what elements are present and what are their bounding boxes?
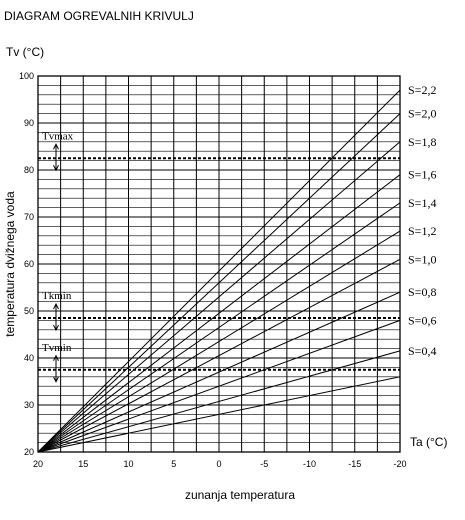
x-tick-label: -20 (393, 459, 406, 469)
series-label: S=0,6 (408, 313, 436, 327)
reference-label: Tkmin (42, 290, 72, 302)
y-tick-label: 50 (24, 306, 34, 316)
y-tick-label: 40 (24, 353, 34, 363)
reference-label: Tvmin (42, 342, 72, 354)
y-tick-label: 70 (24, 212, 34, 222)
series-label: S=1,4 (408, 196, 436, 210)
heating-curve (37, 258, 401, 453)
grid (37, 75, 401, 453)
heating-curve (37, 376, 401, 453)
reference-lines: Tvmax Tkmin Tvmin (38, 130, 400, 383)
y-tick-label: 60 (24, 259, 34, 269)
y-axis-unit-label: Tv (°C) (6, 45, 44, 59)
series-label: S=2,0 (408, 107, 436, 121)
reference-label: Tvmax (42, 130, 74, 142)
y-tick-label: 80 (24, 165, 34, 175)
y-ticks: 20 30 40 50 60 70 80 90 100 (19, 71, 34, 457)
x-tick-label: -5 (260, 459, 268, 469)
x-tick-label: 15 (78, 459, 88, 469)
heating-curve (37, 350, 401, 453)
reference-arrowheads (53, 302, 59, 332)
series-label: S=1,8 (408, 135, 436, 149)
y-tick-label: 20 (24, 447, 34, 457)
y-tick-label: 90 (24, 118, 34, 128)
x-axis-unit-label: Ta (°C) (410, 435, 447, 449)
x-tick-label: 0 (216, 459, 221, 469)
x-ticks: 20 15 10 5 0 -5 -10 -15 -20 (33, 459, 407, 469)
reference-arrowheads (53, 354, 59, 383)
heating-curve (37, 174, 401, 453)
series-label: S=1,6 (408, 168, 436, 182)
heating-curve (37, 113, 401, 453)
reference-arrowheads (53, 143, 59, 172)
y-tick-label: 30 (24, 400, 34, 410)
x-tick-label: 20 (33, 459, 43, 469)
series-label: S=0,8 (408, 285, 436, 299)
heating-curve (37, 230, 401, 453)
chart-title: DIAGRAM OGREVALNIH KRIVULJ (4, 9, 194, 23)
series-label: S=1,0 (408, 252, 436, 266)
y-axis-label: temperatura dvižnega voda (3, 191, 17, 337)
x-tick-label: 10 (123, 459, 133, 469)
y-tick-label: 100 (19, 71, 34, 81)
series-label: S=1,2 (408, 224, 436, 238)
heating-curve (37, 202, 401, 453)
series-label: S=2,2 (408, 83, 436, 97)
series-labels: S=2,2 S=2,0 S=1,8 S=1,6 S=1,4 S=1,2 S=1,0 S=0,8… (408, 83, 436, 358)
x-tick-label: -10 (303, 459, 316, 469)
plot-frame (37, 75, 401, 453)
curves (37, 89, 401, 453)
heating-curve (37, 141, 401, 453)
x-tick-label: 5 (171, 459, 176, 469)
series-label: S=0,4 (408, 344, 436, 358)
x-tick-label: -15 (348, 459, 361, 469)
heating-curve (37, 319, 401, 453)
heating-curve (37, 89, 401, 453)
x-axis-label: zunanja temperatura (185, 488, 295, 502)
